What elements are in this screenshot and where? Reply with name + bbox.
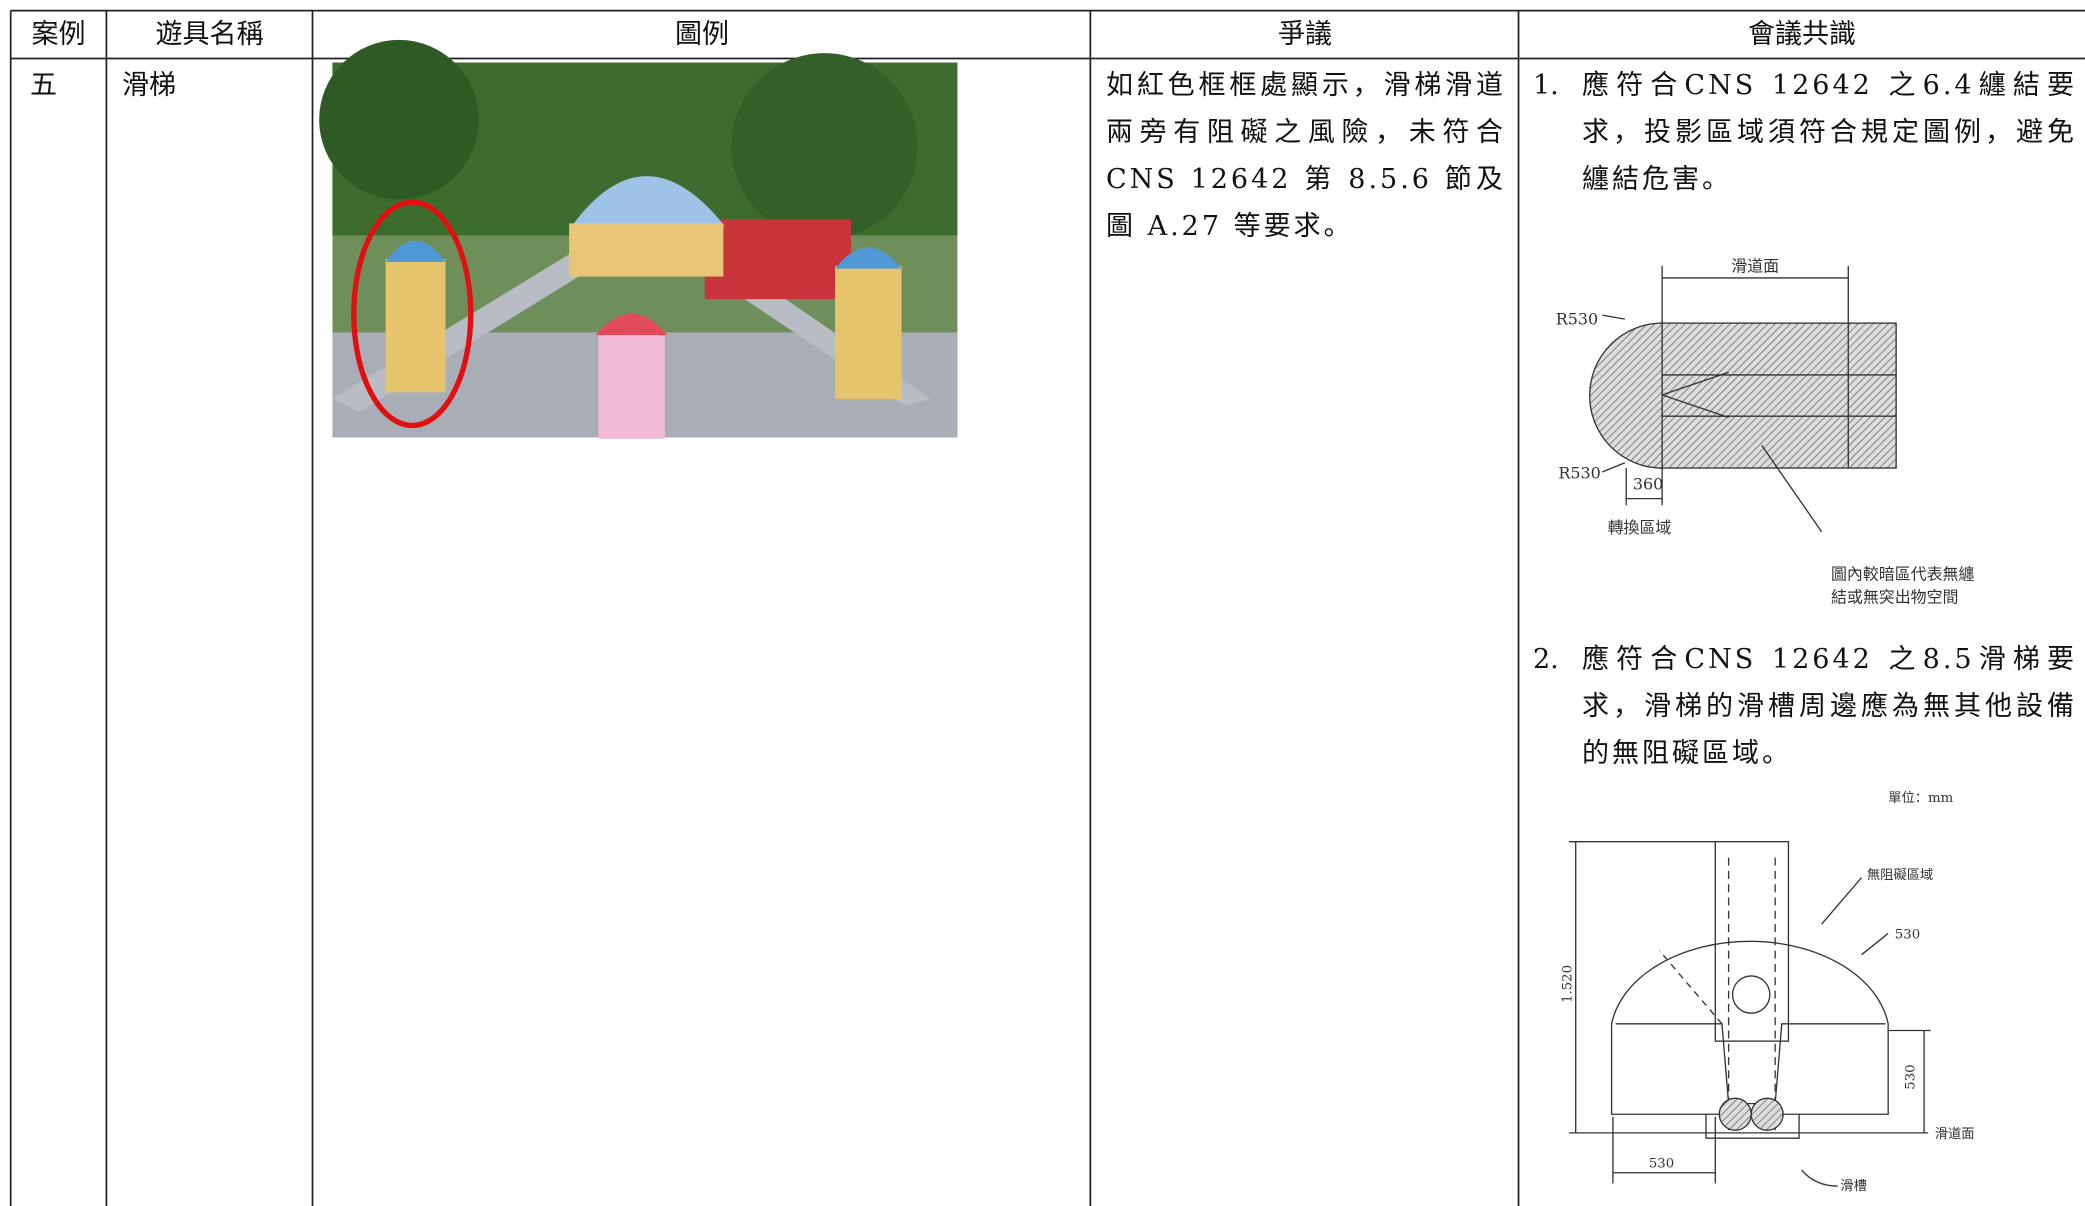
item-number: 2. <box>1533 644 1559 675</box>
fig2-label: 1.520 <box>1561 965 1576 1003</box>
consensus-text: 應符合CNS 12642 之8.5滑梯要求，滑梯的滑槽周邊應為無其他設備的無阻礙… <box>1582 644 2077 769</box>
case-number: 五 <box>30 70 57 101</box>
fig1-caption: 圖內較暗區代表無纏 <box>1831 565 1975 584</box>
fig1-label: R530 <box>1558 464 1600 483</box>
fig1-label: 360 <box>1633 474 1663 493</box>
fig2-label: 單位：mm <box>1888 790 1953 806</box>
header-cell: 遊具名稱 <box>155 19 264 50</box>
photo <box>319 39 958 439</box>
header-cell: 會議共識 <box>1748 19 1856 50</box>
header-cell: 案例 <box>31 19 86 50</box>
item-number: 1. <box>1533 70 1559 101</box>
header-cell: 圖例 <box>675 19 729 50</box>
fig2-label: 530 <box>1895 928 1920 943</box>
header-cell: 爭議 <box>1278 19 1332 50</box>
fig2-label: 530 <box>1649 1156 1674 1171</box>
fig1-label: 滑道面 <box>1731 256 1779 275</box>
fig1-label: 轉換區域 <box>1608 518 1672 537</box>
equipment-name: 滑梯 <box>122 70 176 101</box>
fig2-label: 滑道面 <box>1935 1126 1975 1142</box>
fig2-label: 無阻礙區域 <box>1867 867 1933 883</box>
dispute-text: 如紅色框框處顯示，滑梯滑道兩旁有阻礙之風險，未符合 CNS 12642 第 8.… <box>1106 70 1506 242</box>
figure-2 <box>1569 841 1931 1187</box>
fig1-caption: 結或無突出物空間 <box>1831 587 1959 606</box>
fig1-label: R530 <box>1556 309 1598 328</box>
fig2-label: 530 <box>1904 1064 1919 1089</box>
consensus-text: 應符合CNS 12642 之6.4纏結要求，投影區域須符合規定圖例，避免纏結危害… <box>1582 70 2077 195</box>
figure-1 <box>1589 265 1897 533</box>
fig2-label: 滑槽 <box>1840 1178 1867 1194</box>
